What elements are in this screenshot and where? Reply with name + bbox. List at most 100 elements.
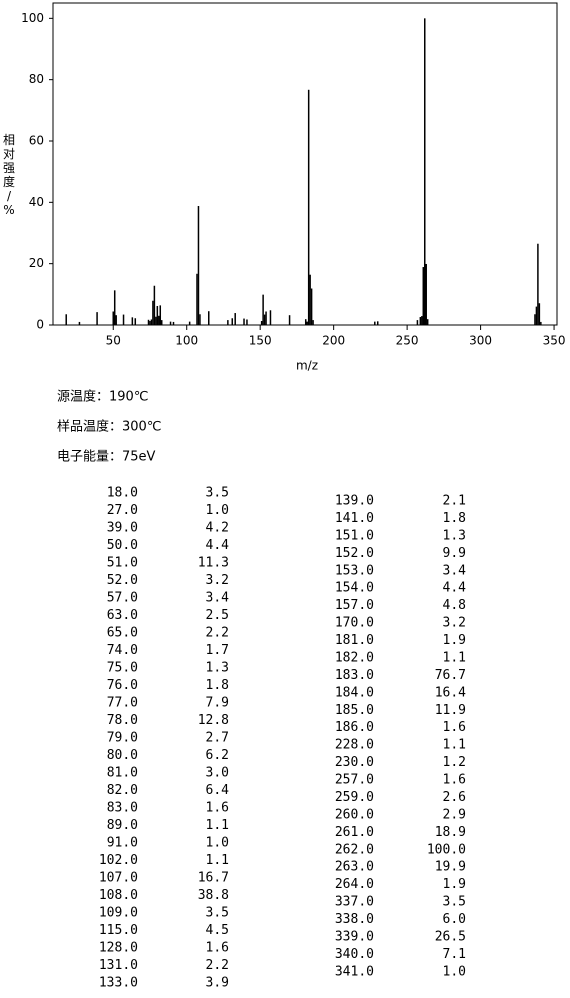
peak	[426, 319, 429, 325]
mass: 337.0	[335, 895, 374, 910]
intensity: 4.8	[443, 598, 466, 613]
intensity: 2.9	[443, 807, 466, 822]
intensity: 6.4	[206, 783, 230, 798]
peak	[160, 320, 163, 325]
mass: 76.0	[107, 678, 138, 693]
peak	[149, 321, 151, 325]
mass: 63.0	[107, 608, 138, 623]
intensity: 3.5	[206, 486, 229, 501]
y-tick-label: 0	[36, 318, 44, 332]
mass: 107.0	[99, 871, 138, 886]
intensity: 3.5	[206, 906, 229, 921]
intensity: 3.0	[206, 766, 229, 781]
mass: 109.0	[99, 906, 138, 921]
mass: 89.0	[107, 818, 138, 833]
peak	[535, 306, 538, 325]
peak	[197, 206, 200, 325]
y-tick-label: 80	[29, 72, 44, 86]
peak	[424, 18, 426, 325]
mass: 27.0	[107, 503, 138, 518]
intensity: 100.0	[427, 842, 466, 857]
peak	[65, 314, 67, 325]
intensity: 3.5	[443, 895, 466, 910]
intensity: 38.8	[198, 888, 229, 903]
y-axis-label: 相对强度/%	[3, 133, 15, 217]
peak	[172, 321, 175, 325]
x-tick-label: 350	[543, 334, 566, 348]
mass: 182.0	[335, 650, 374, 665]
peak	[422, 267, 425, 325]
intensity: 2.2	[206, 626, 229, 641]
intensity: 1.1	[206, 818, 229, 833]
mass: 152.0	[335, 546, 374, 561]
peak	[122, 314, 125, 325]
mass: 262.0	[335, 842, 374, 857]
intensity: 1.1	[206, 853, 229, 868]
peak	[263, 314, 266, 325]
mass: 151.0	[335, 528, 374, 543]
mass: 131.0	[99, 958, 138, 973]
mass: 263.0	[335, 860, 374, 875]
peak	[113, 290, 116, 325]
mass: 81.0	[107, 766, 138, 781]
mass: 80.0	[107, 748, 138, 763]
x-tick-label: 100	[175, 334, 198, 348]
intensity: 12.8	[198, 713, 229, 728]
mass: 91.0	[107, 836, 138, 851]
peak	[158, 315, 160, 325]
mass: 264.0	[335, 877, 374, 892]
peak	[208, 311, 210, 325]
mass: 183.0	[335, 668, 374, 683]
mass: 51.0	[107, 556, 138, 571]
intensity: 1.6	[206, 941, 229, 956]
x-tick-label: 200	[322, 334, 345, 348]
mass: 139.0	[335, 494, 374, 509]
peak	[115, 315, 117, 325]
mass: 82.0	[107, 783, 138, 798]
peak	[416, 320, 419, 325]
peak	[246, 319, 248, 325]
intensity: 4.5	[206, 923, 229, 938]
condition: 样品温度：300℃	[57, 419, 161, 435]
mass: 228.0	[335, 738, 374, 753]
intensity: 1.6	[443, 773, 466, 788]
mass: 230.0	[335, 755, 374, 770]
intensity: 2.6	[443, 790, 466, 805]
intensity: 1.6	[206, 801, 229, 816]
peak	[153, 285, 156, 325]
peak	[310, 288, 313, 325]
mass: 170.0	[335, 616, 374, 631]
peak	[231, 318, 234, 325]
mass: 261.0	[335, 825, 374, 840]
y-tick-label: 60	[29, 134, 44, 148]
intensity: 11.3	[198, 556, 229, 571]
mass: 259.0	[335, 790, 374, 805]
intensity: 3.2	[443, 616, 466, 631]
intensity: 3.4	[443, 563, 467, 578]
mass: 340.0	[335, 947, 374, 962]
intensity: 1.6	[443, 720, 466, 735]
peak	[131, 317, 134, 325]
intensity: 1.9	[443, 877, 466, 892]
condition: 源温度：190℃	[57, 389, 148, 405]
intensity: 9.9	[443, 546, 466, 561]
intensity: 18.9	[435, 825, 466, 840]
peak	[188, 321, 191, 325]
mass: 184.0	[335, 685, 374, 700]
peak	[540, 321, 542, 325]
intensity: 2.5	[206, 608, 229, 623]
mass: 39.0	[107, 521, 138, 536]
intensity: 1.3	[443, 528, 466, 543]
peak	[78, 321, 81, 325]
x-tick-label: 150	[249, 334, 272, 348]
mass: 185.0	[335, 703, 374, 718]
peak	[265, 311, 267, 325]
peak	[150, 319, 153, 325]
peak	[147, 319, 150, 325]
intensity: 1.8	[206, 678, 229, 693]
peak	[169, 321, 172, 325]
peak	[537, 243, 539, 325]
mass: 154.0	[335, 581, 374, 596]
peak	[269, 310, 272, 325]
